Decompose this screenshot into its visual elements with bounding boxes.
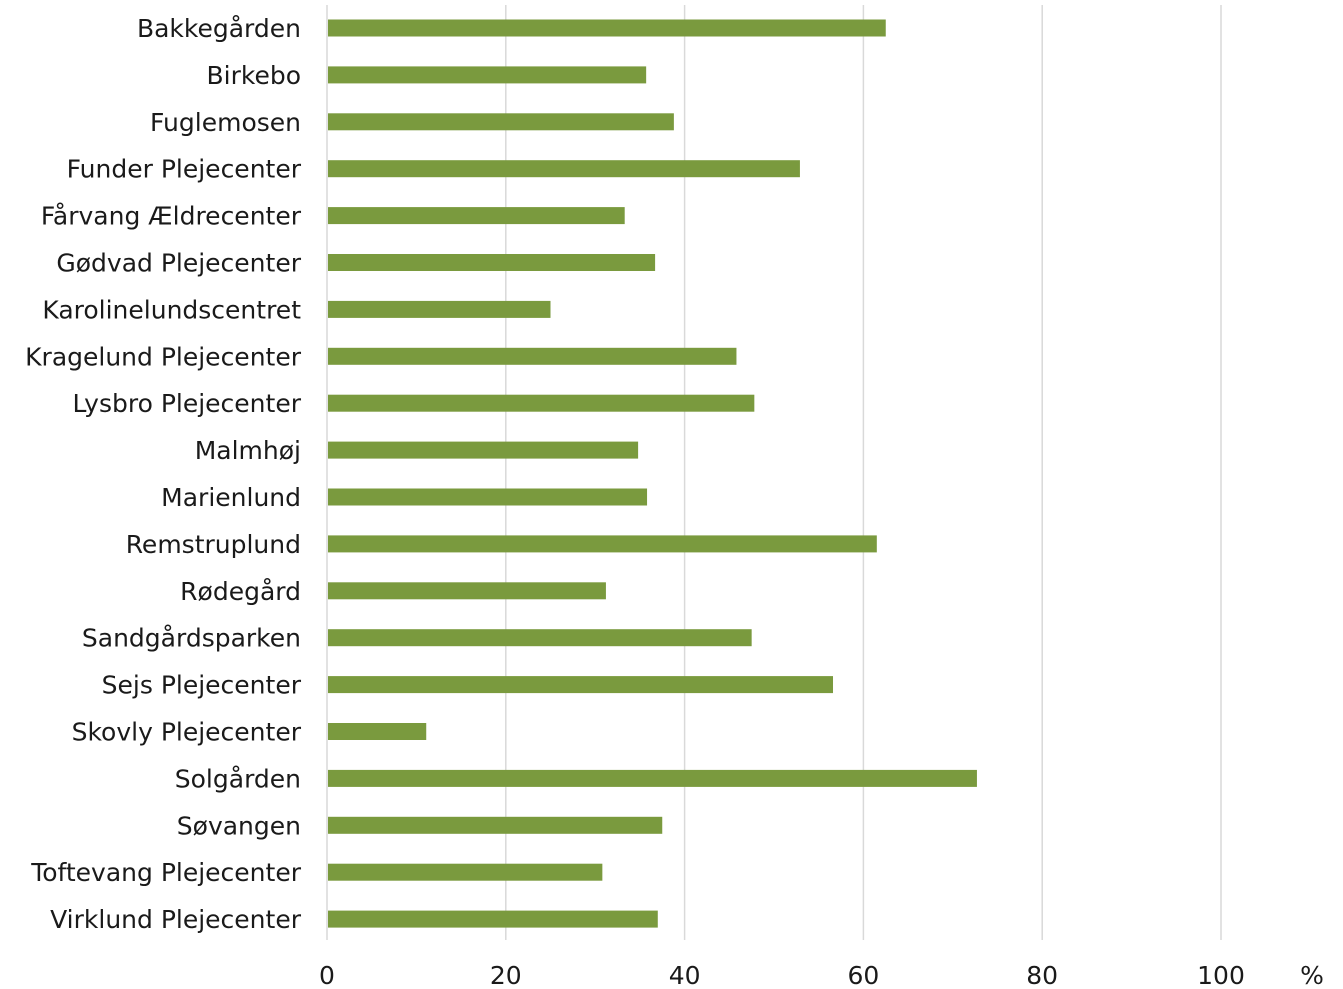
bar [328, 66, 647, 84]
category-label: Rødegård [180, 577, 301, 606]
bar [328, 300, 551, 318]
category-label: Skovly Plejecenter [72, 718, 302, 747]
gridlines [326, 5, 1222, 940]
category-label: Fuglemosen [150, 108, 301, 137]
bar [328, 816, 663, 834]
x-axis-unit-label: % [1300, 961, 1324, 989]
bar [328, 254, 656, 271]
category-label: Solgården [175, 764, 301, 793]
x-tick-label: 80 [1026, 961, 1058, 989]
category-label: Birkebo [206, 61, 301, 90]
bar [328, 863, 603, 881]
bar [328, 394, 755, 412]
category-label: Lysbro Plejecenter [73, 389, 302, 418]
bar [328, 910, 658, 928]
category-label: Sejs Plejecenter [102, 671, 302, 700]
x-tick-label: 60 [847, 961, 879, 989]
bar [328, 582, 606, 600]
category-label: Virklund Plejecenter [50, 905, 302, 934]
category-label: Kragelund Plejecenter [25, 342, 302, 371]
bar [328, 160, 800, 178]
x-tick-label: 40 [669, 961, 701, 989]
bar [328, 769, 977, 787]
bar [328, 347, 737, 365]
category-label: Gødvad Plejecenter [56, 249, 301, 278]
x-axis-tick-labels: 0 20 40 60 80 100 [319, 961, 1245, 989]
category-label: Toftevang Plejecenter [30, 858, 302, 887]
bar [328, 441, 639, 459]
bar [328, 676, 834, 694]
x-tick-label: 100 [1197, 961, 1245, 989]
bar [328, 723, 427, 740]
bar [328, 113, 674, 131]
bars [328, 19, 977, 928]
x-tick-label: 20 [490, 961, 522, 989]
category-label: Karolinelundscentret [42, 295, 301, 324]
category-label: Malmhøj [195, 436, 301, 465]
category-label: Remstruplund [126, 530, 301, 559]
category-label: Marienlund [161, 483, 301, 512]
x-tick-label: 0 [319, 961, 335, 989]
category-labels: Bakkegården Birkebo Fuglemosen Funder Pleje… [25, 14, 302, 934]
bar [328, 629, 752, 647]
bar [328, 207, 625, 225]
category-label: Søvangen [177, 811, 301, 840]
bar [328, 488, 648, 506]
category-label: Funder Plejecenter [67, 155, 302, 184]
category-label: Fårvang Ældrecenter [41, 202, 302, 231]
category-label: Sandgårdsparken [82, 624, 301, 653]
bar [328, 19, 886, 37]
bar [328, 535, 877, 553]
category-label: Bakkegården [137, 14, 301, 43]
